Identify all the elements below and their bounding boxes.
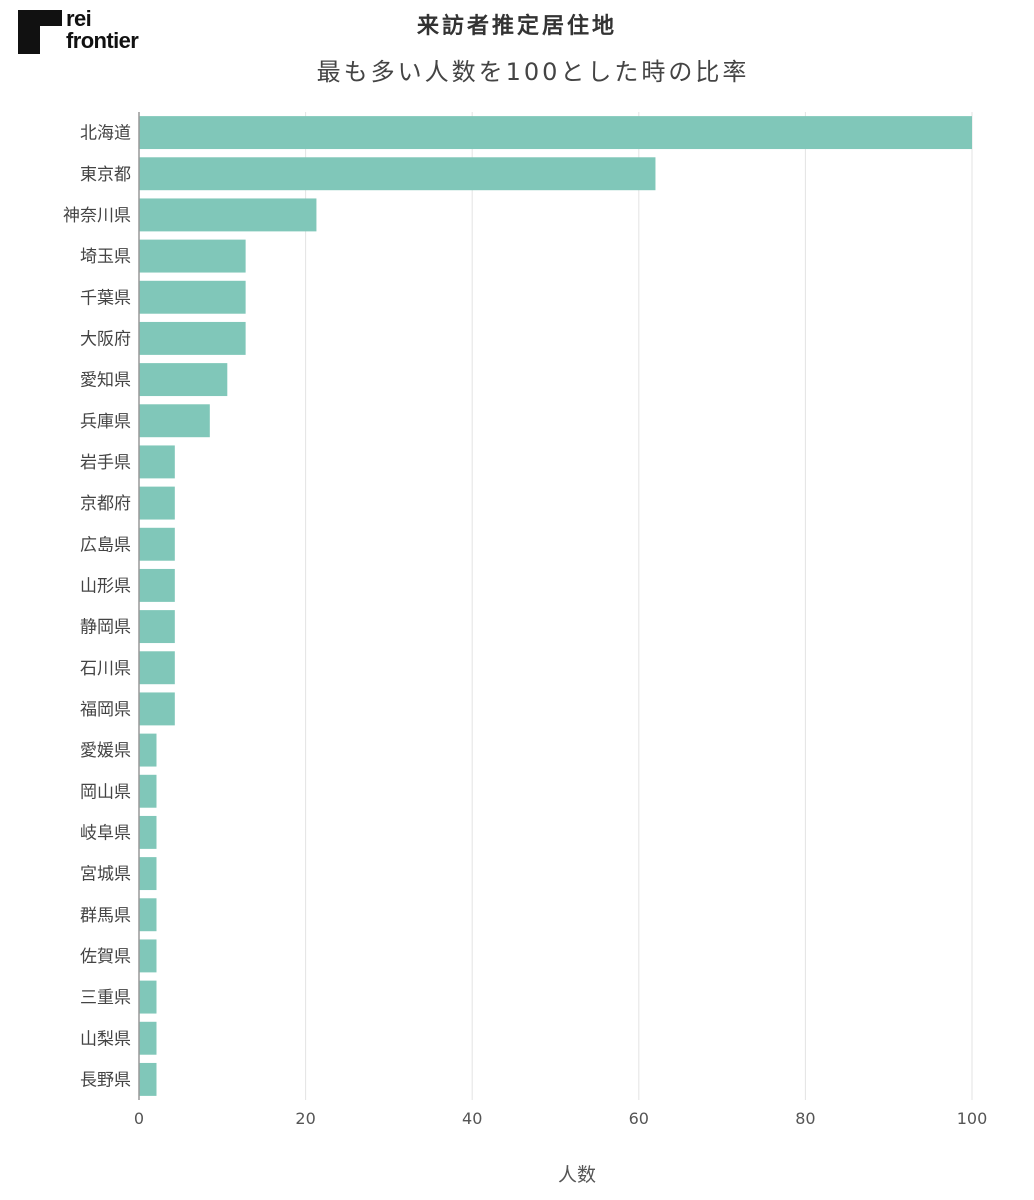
- bar: [139, 692, 175, 726]
- bar: [139, 898, 157, 932]
- brand-logo-line2: frontier: [66, 28, 139, 53]
- x-tick-label: 40: [462, 1109, 482, 1128]
- y-tick-label: 京都府: [80, 494, 131, 514]
- y-tick-label: 北海道: [80, 124, 131, 144]
- bar: [139, 527, 175, 561]
- y-tick-label: 神奈川県: [63, 206, 131, 226]
- y-tick-label: 福岡県: [80, 700, 131, 720]
- chart-title: 来訪者推定居住地: [416, 14, 617, 39]
- y-tick-label: 愛媛県: [80, 741, 131, 761]
- bar: [139, 568, 175, 602]
- y-tick-label: 山形県: [80, 576, 131, 596]
- y-tick-label: 千葉県: [80, 288, 131, 308]
- y-tick-label: 埼玉県: [80, 247, 131, 267]
- bar: [139, 610, 175, 644]
- bar: [139, 321, 246, 355]
- y-tick-label: 宮城県: [80, 865, 131, 885]
- y-tick-label: 山梨県: [80, 1029, 131, 1049]
- x-tick-label: 60: [629, 1109, 649, 1128]
- brand-logo: rei frontier: [18, 6, 178, 60]
- chart-subtitle: 最も多い人数を100とした時の比率: [316, 58, 750, 86]
- bar: [139, 157, 656, 191]
- bar: [139, 1021, 157, 1055]
- y-tick-label: 三重県: [80, 988, 131, 1008]
- y-tick-label: 広島県: [80, 535, 131, 555]
- bar: [139, 404, 210, 438]
- x-tick-label: 80: [795, 1109, 815, 1128]
- bar: [139, 651, 175, 685]
- bar: [139, 815, 157, 849]
- bar: [139, 445, 175, 479]
- x-tick-label: 100: [957, 1109, 988, 1128]
- bar: [139, 1062, 157, 1096]
- bar: [139, 116, 972, 150]
- brand-logo-text: rei frontier: [66, 6, 139, 53]
- bar: [139, 939, 157, 973]
- y-tick-label: 大阪府: [80, 329, 131, 349]
- brand-logo-line1: rei: [66, 6, 92, 31]
- bar: [139, 198, 317, 232]
- y-tick-label: 岡山県: [80, 782, 131, 802]
- x-tick-label: 20: [295, 1109, 315, 1128]
- bar: [139, 280, 246, 314]
- bar: [139, 774, 157, 808]
- bar: [139, 733, 157, 767]
- bar: [139, 857, 157, 891]
- y-tick-label: 静岡県: [80, 618, 131, 638]
- x-axis-label: 人数: [557, 1164, 596, 1186]
- y-tick-label: 岐阜県: [80, 823, 131, 843]
- bar: [139, 486, 175, 520]
- y-tick-label: 群馬県: [80, 906, 131, 926]
- y-tick-label: 兵庫県: [80, 412, 131, 432]
- y-tick-label: 佐賀県: [80, 947, 131, 967]
- y-tick-label: 東京都: [80, 165, 131, 185]
- bar: [139, 239, 246, 273]
- y-tick-label: 石川県: [80, 659, 131, 679]
- bar: [139, 363, 228, 397]
- x-tick-label: 0: [134, 1109, 144, 1128]
- brand-logo-mark-icon: [18, 10, 62, 54]
- bar: [139, 980, 157, 1014]
- y-tick-label: 長野県: [80, 1070, 131, 1090]
- y-tick-label: 岩手県: [80, 453, 131, 473]
- y-tick-label: 愛知県: [80, 371, 131, 391]
